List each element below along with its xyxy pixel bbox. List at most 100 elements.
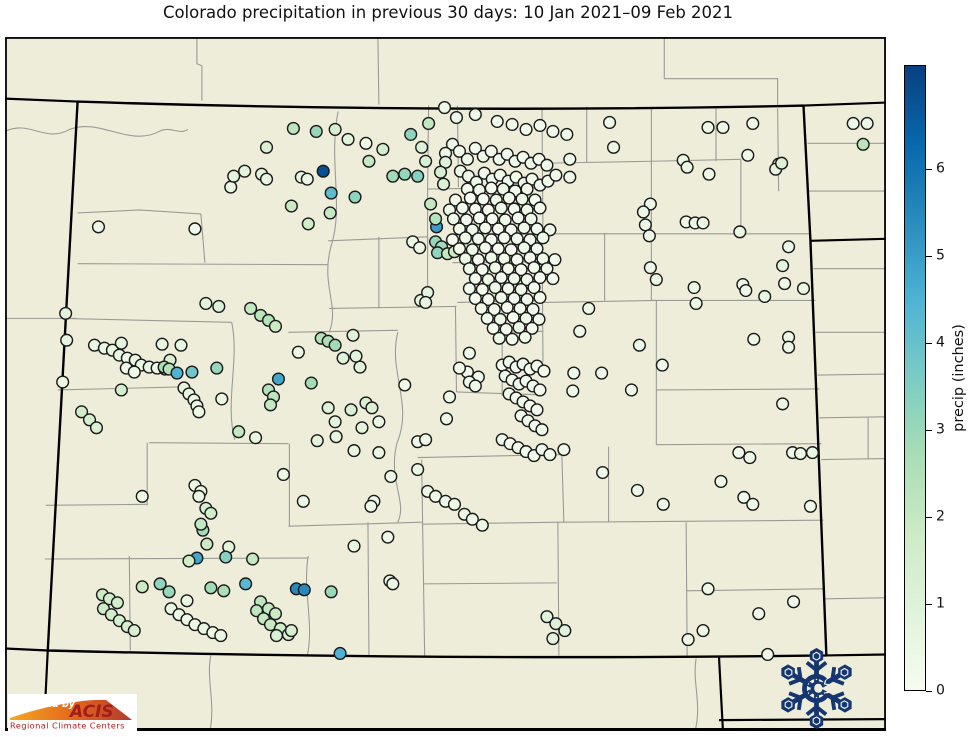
county-line xyxy=(777,108,780,192)
station-point xyxy=(328,338,342,352)
station-point xyxy=(364,499,378,513)
colorbar-tick-mark xyxy=(926,169,932,171)
station-point xyxy=(238,164,252,178)
state-border-line xyxy=(826,653,887,657)
station-point xyxy=(436,177,451,191)
logo-powered-by: Powered by xyxy=(12,699,76,710)
station-point xyxy=(204,581,218,595)
station-point xyxy=(782,340,796,354)
station-point xyxy=(185,365,199,379)
station-point xyxy=(501,262,515,276)
station-point xyxy=(263,398,278,412)
station-point xyxy=(484,181,498,195)
neighbor-county-line xyxy=(208,655,213,732)
station-point xyxy=(471,232,485,246)
county-line xyxy=(454,306,457,392)
station-point xyxy=(475,263,489,277)
station-point xyxy=(733,225,747,239)
colorbar-tick-label: 0 xyxy=(936,682,945,699)
station-point xyxy=(347,444,361,458)
station-point xyxy=(200,537,214,551)
station-point xyxy=(485,212,499,226)
station-point xyxy=(468,379,482,393)
station-point xyxy=(519,311,533,325)
station-point xyxy=(702,167,716,181)
county-line xyxy=(288,521,422,527)
station-point xyxy=(452,242,466,256)
station-point xyxy=(355,421,369,435)
station-point xyxy=(333,646,347,661)
station-point xyxy=(224,180,238,194)
station-point xyxy=(227,169,241,183)
county-line xyxy=(306,555,311,656)
station-point xyxy=(286,121,300,136)
station-point xyxy=(422,116,436,131)
county-line xyxy=(651,158,741,162)
station-point xyxy=(525,321,539,335)
logo-acis-text: ACIS xyxy=(68,702,114,722)
station-point xyxy=(499,322,513,336)
station-point xyxy=(297,583,311,597)
station-point xyxy=(239,577,253,591)
county-line xyxy=(230,322,236,440)
station-point xyxy=(268,607,283,621)
station-point xyxy=(439,412,454,426)
station-point xyxy=(513,301,527,315)
station-point xyxy=(60,333,74,347)
station-point xyxy=(259,140,274,154)
neighbor-county-line xyxy=(196,36,203,101)
station-point xyxy=(365,401,379,415)
snowflake-icon: C xyxy=(781,648,852,729)
station-point xyxy=(540,158,554,172)
station-point xyxy=(276,467,290,482)
station-point xyxy=(596,465,610,480)
neighbor-county-line xyxy=(5,125,189,137)
county-line xyxy=(329,305,457,309)
county-line xyxy=(656,388,820,391)
station-point xyxy=(732,446,746,460)
station-point xyxy=(563,170,577,184)
station-point xyxy=(59,306,73,320)
station-point xyxy=(696,624,710,638)
station-point xyxy=(494,271,508,285)
station-point xyxy=(459,213,473,227)
station-point xyxy=(497,231,511,245)
station-point xyxy=(533,118,547,133)
station-point xyxy=(573,324,587,338)
station-point xyxy=(558,624,572,638)
state-border-line xyxy=(717,656,725,732)
colorbar-tick-label: 6 xyxy=(936,161,945,178)
station-point xyxy=(153,577,167,591)
station-point xyxy=(452,361,466,375)
station-point xyxy=(505,117,519,132)
colorbar-tick-label: 1 xyxy=(936,595,945,612)
state-border-line xyxy=(5,97,78,103)
station-point xyxy=(504,243,518,257)
station-point xyxy=(449,110,464,125)
station-point xyxy=(188,222,202,236)
station-point xyxy=(530,222,544,236)
station-point xyxy=(603,115,617,130)
station-point xyxy=(752,607,766,621)
station-point xyxy=(638,218,652,232)
station-point xyxy=(716,120,730,135)
station-point xyxy=(776,259,790,273)
station-point xyxy=(346,328,360,342)
station-point xyxy=(210,361,224,375)
station-point xyxy=(468,272,482,286)
station-point xyxy=(520,292,534,307)
station-point xyxy=(75,405,89,419)
neighbor-county-line xyxy=(821,458,887,461)
colorbar-tick-mark xyxy=(926,691,932,692)
station-point xyxy=(747,332,761,346)
station-point xyxy=(127,624,141,638)
station-point xyxy=(324,186,338,200)
station-point xyxy=(341,132,355,146)
colorbar-tick-mark xyxy=(926,430,932,432)
station-point xyxy=(468,141,482,155)
station-point xyxy=(630,483,644,497)
station-point xyxy=(689,296,703,311)
station-point xyxy=(494,201,508,215)
station-point xyxy=(475,282,489,297)
station-point xyxy=(452,222,466,236)
